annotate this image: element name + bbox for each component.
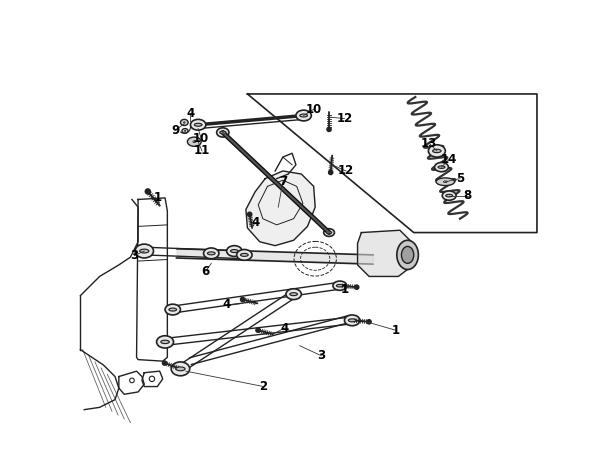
Ellipse shape xyxy=(397,240,418,269)
Text: 4: 4 xyxy=(251,216,259,229)
Circle shape xyxy=(241,297,245,302)
Ellipse shape xyxy=(326,231,332,234)
Text: 4: 4 xyxy=(280,322,289,334)
Ellipse shape xyxy=(286,289,301,300)
Ellipse shape xyxy=(184,122,185,123)
Ellipse shape xyxy=(241,253,248,256)
Ellipse shape xyxy=(194,124,202,126)
Ellipse shape xyxy=(438,166,445,168)
Ellipse shape xyxy=(446,194,452,197)
Text: 4: 4 xyxy=(187,107,194,120)
Text: 1: 1 xyxy=(392,324,400,337)
Ellipse shape xyxy=(190,119,206,130)
Ellipse shape xyxy=(184,131,185,132)
Ellipse shape xyxy=(300,114,308,117)
Ellipse shape xyxy=(428,145,445,157)
Text: 10: 10 xyxy=(193,132,209,145)
Circle shape xyxy=(145,189,151,194)
Circle shape xyxy=(163,361,167,365)
Ellipse shape xyxy=(165,304,181,315)
Circle shape xyxy=(256,328,260,332)
Text: 7: 7 xyxy=(279,175,287,188)
Ellipse shape xyxy=(401,247,414,263)
Text: 3: 3 xyxy=(130,249,139,262)
Ellipse shape xyxy=(217,128,229,137)
Text: 4: 4 xyxy=(223,298,231,312)
Text: 10: 10 xyxy=(305,103,322,116)
Ellipse shape xyxy=(140,249,149,253)
Text: 1: 1 xyxy=(153,191,161,204)
Ellipse shape xyxy=(171,362,190,376)
Ellipse shape xyxy=(434,162,448,172)
Ellipse shape xyxy=(187,137,201,146)
Ellipse shape xyxy=(169,308,176,311)
Text: 6: 6 xyxy=(202,265,210,277)
Circle shape xyxy=(367,320,371,324)
Ellipse shape xyxy=(220,131,226,134)
Ellipse shape xyxy=(333,281,347,290)
Ellipse shape xyxy=(296,110,311,121)
Text: 8: 8 xyxy=(464,189,472,202)
Ellipse shape xyxy=(182,129,188,133)
Text: 12: 12 xyxy=(337,112,353,125)
Text: 3: 3 xyxy=(317,349,325,362)
Text: 2: 2 xyxy=(260,380,268,393)
Circle shape xyxy=(327,127,331,132)
Text: 14: 14 xyxy=(441,153,457,166)
Circle shape xyxy=(329,171,333,174)
Ellipse shape xyxy=(433,149,441,152)
Ellipse shape xyxy=(290,293,298,295)
Ellipse shape xyxy=(436,178,455,186)
Text: 11: 11 xyxy=(194,144,210,157)
Polygon shape xyxy=(246,171,315,246)
Ellipse shape xyxy=(176,367,185,371)
Circle shape xyxy=(248,212,252,217)
Ellipse shape xyxy=(349,319,356,322)
Ellipse shape xyxy=(181,119,188,125)
Circle shape xyxy=(355,285,359,289)
Ellipse shape xyxy=(193,141,196,142)
Polygon shape xyxy=(358,230,412,276)
Ellipse shape xyxy=(157,336,173,348)
Ellipse shape xyxy=(135,244,154,258)
Ellipse shape xyxy=(344,315,360,326)
Ellipse shape xyxy=(337,285,343,287)
Text: 13: 13 xyxy=(421,137,437,150)
Ellipse shape xyxy=(443,181,447,182)
Ellipse shape xyxy=(227,246,242,256)
Ellipse shape xyxy=(323,228,334,237)
Text: 5: 5 xyxy=(456,172,464,185)
Ellipse shape xyxy=(230,249,238,253)
Ellipse shape xyxy=(203,248,219,259)
Ellipse shape xyxy=(208,252,215,255)
Ellipse shape xyxy=(442,191,456,200)
Ellipse shape xyxy=(161,340,169,343)
Text: 1: 1 xyxy=(340,283,349,296)
Text: 12: 12 xyxy=(338,164,354,178)
Ellipse shape xyxy=(236,249,252,260)
Text: 9: 9 xyxy=(171,124,179,137)
